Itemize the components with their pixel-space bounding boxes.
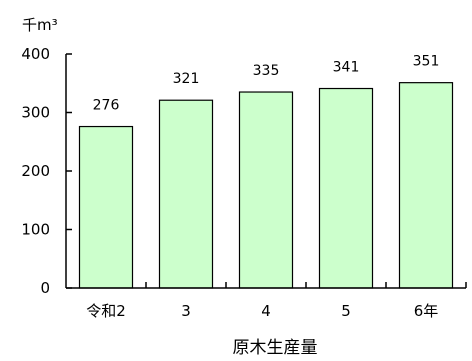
y-tick-label: 0 — [40, 279, 50, 297]
y-axis: 0 100 200 300 400 — [21, 45, 72, 297]
bar — [158, 99, 214, 289]
bars: 276 321 335 341 351 — [78, 54, 454, 289]
x-axis-title: 原木生産量 — [233, 338, 318, 358]
x-tick-label: 3 — [181, 302, 191, 320]
y-tick-label: 400 — [21, 45, 50, 63]
y-tick-label: 300 — [21, 104, 50, 122]
data-label: 335 — [253, 63, 280, 79]
bar — [78, 125, 134, 289]
x-tick-label: 令和2 — [86, 302, 126, 320]
data-label: 351 — [413, 54, 440, 70]
data-label: 321 — [173, 71, 200, 87]
bar — [398, 82, 454, 289]
bar — [318, 87, 374, 289]
bar — [238, 91, 294, 289]
x-tick-label: 6年 — [414, 302, 439, 320]
data-label: 276 — [93, 98, 120, 114]
y-axis-unit-label: 千m³ — [22, 16, 58, 34]
y-tick-label: 200 — [21, 162, 50, 180]
data-label: 341 — [333, 60, 360, 76]
x-tick-label: 4 — [261, 302, 271, 320]
y-tick-label: 100 — [21, 221, 50, 239]
x-axis: 令和2 3 4 5 6年 — [66, 282, 467, 320]
x-tick-label: 5 — [341, 302, 351, 320]
